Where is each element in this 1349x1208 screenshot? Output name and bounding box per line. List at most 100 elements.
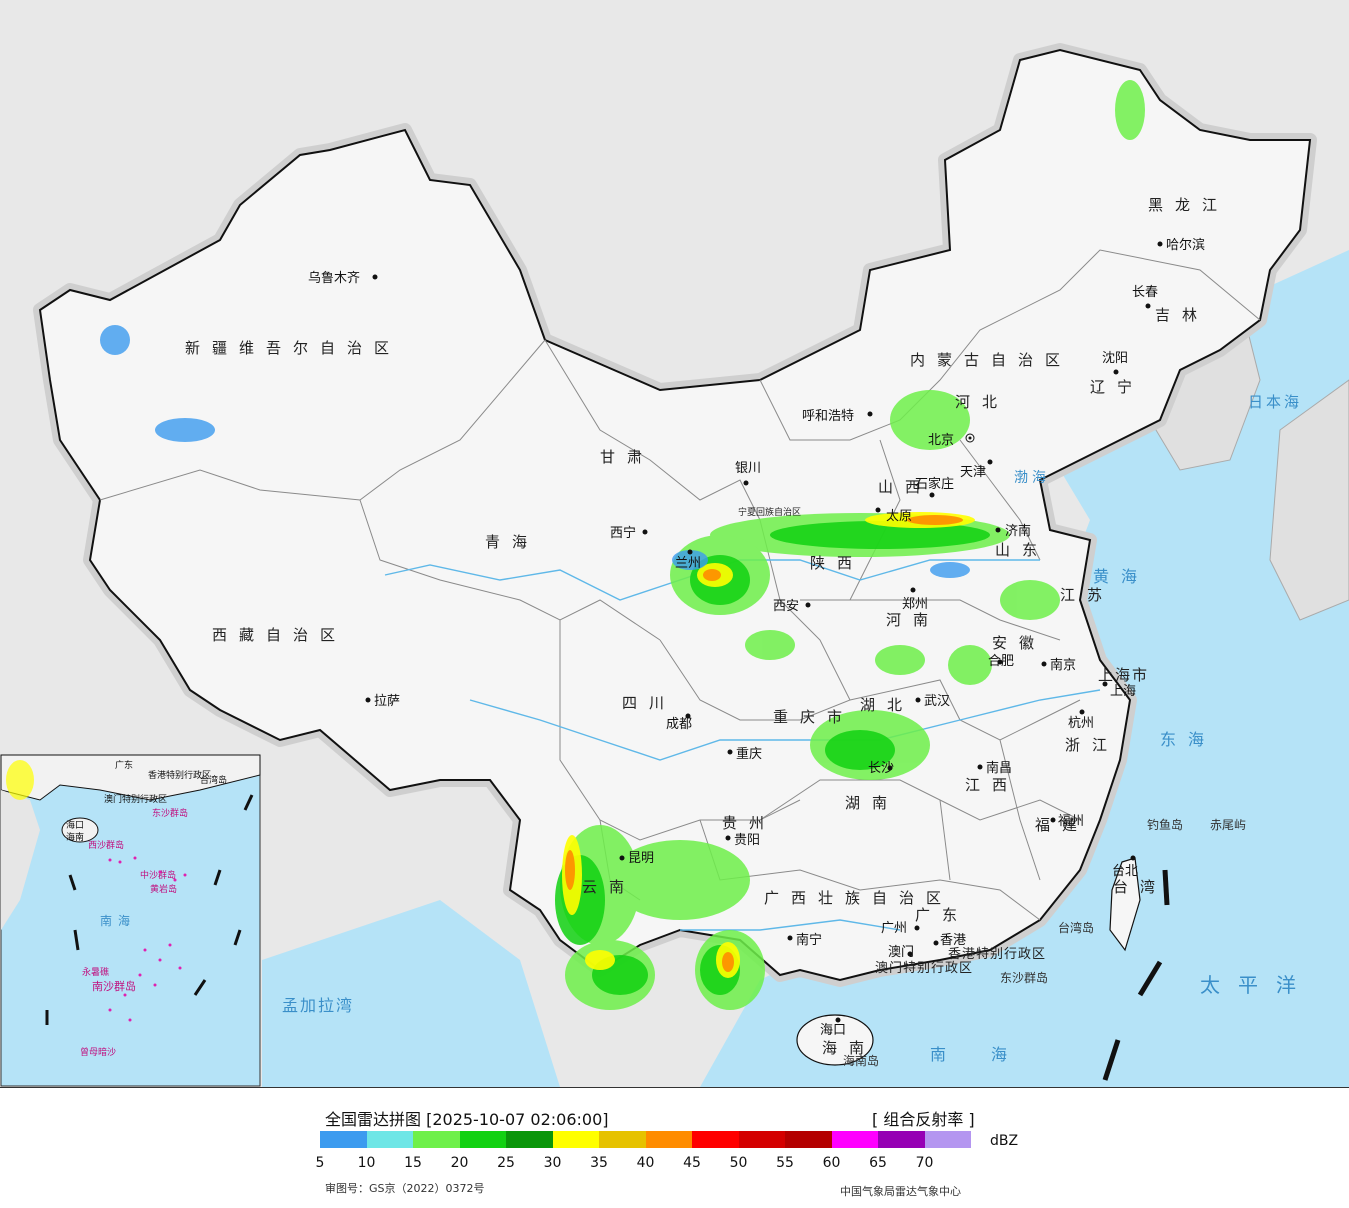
city-hohhot: 呼和浩特 (802, 409, 873, 424)
scale-tick-label: 5 (315, 1155, 325, 1171)
scale-tick-label: 20 (450, 1155, 469, 1171)
city-nanchang: 南昌 (977, 760, 1012, 776)
label-hunan: 湖南 (845, 794, 899, 812)
label-bay-of-bengal: 孟加拉湾 (282, 996, 354, 1015)
label-qinghai: 青海 (485, 533, 539, 551)
svg-text:哈尔滨: 哈尔滨 (1166, 237, 1205, 253)
svg-text:南京: 南京 (1050, 657, 1076, 673)
city-changchun: 长春 (1132, 285, 1158, 309)
city-lanzhou: 兰州 (675, 549, 701, 571)
city-xian: 西安 (773, 599, 811, 614)
svg-text:昆明: 昆明 (628, 851, 654, 866)
scale-tick-label: 15 (404, 1155, 422, 1171)
label-taiwan: 台湾 (1113, 878, 1167, 896)
label-sea-bohai: 渤海 (1014, 470, 1050, 486)
scale-swatch (785, 1131, 832, 1148)
review-number: 审图号：GS京（2022）0372号 (325, 1182, 485, 1195)
svg-text:澳门: 澳门 (888, 944, 914, 960)
city-kunming: 昆明 (619, 851, 654, 866)
hainan-island (796, 1014, 874, 1066)
label-hainan-island: 海南岛 (843, 1053, 879, 1068)
city-urumqi: 乌鲁木齐 (308, 270, 378, 286)
scale-swatch (320, 1131, 367, 1148)
label-anhui: 安徽 (992, 634, 1046, 652)
label-dongsha: 东沙群岛 (1000, 970, 1048, 985)
scale-tick-label: 30 (543, 1155, 562, 1171)
label-sea-yellow: 黄海 (1093, 567, 1149, 586)
city-hefei: 合肥 (988, 654, 1014, 669)
svg-text:香港特别行政区: 香港特别行政区 (148, 769, 211, 781)
city-harbin: 哈尔滨 (1157, 237, 1205, 253)
svg-text:西安: 西安 (773, 599, 799, 614)
label-neimenggu: 内蒙古自治区 (910, 351, 1072, 369)
scale-swatch (878, 1131, 925, 1148)
inset-islands (108, 856, 187, 1022)
label-guangxi: 广西壮族自治区 (764, 889, 953, 907)
svg-text:成都: 成都 (666, 717, 692, 732)
city-wuhan: 武汉 (915, 694, 950, 709)
maritime-line-segments (1102, 869, 1170, 1081)
svg-text:黄岩岛: 黄岩岛 (150, 883, 177, 895)
svg-text:东沙群岛: 东沙群岛 (152, 807, 188, 819)
city-haikou: 海口 (820, 1017, 846, 1038)
svg-text:曾母暗沙: 曾母暗沙 (80, 1046, 116, 1058)
svg-text:南沙群岛: 南沙群岛 (92, 979, 136, 993)
label-sea-japan: 日本海 (1248, 393, 1302, 411)
label-ningxia: 宁夏回族自治区 (738, 506, 801, 518)
svg-text:南昌: 南昌 (986, 760, 1012, 776)
svg-text:广东: 广东 (115, 759, 133, 771)
scale-swatch (645, 1131, 692, 1148)
scale-swatch (924, 1131, 971, 1148)
city-tianjin: 天津 (960, 459, 993, 480)
japan-land (1269, 379, 1349, 621)
svg-text:天津: 天津 (960, 465, 986, 480)
label-sichuan: 四川 (622, 694, 676, 712)
city-labels: 乌鲁木齐 拉萨 西宁 兰州 银川 呼和浩特 北京 天津 石家庄 太原 济南 西安… (308, 237, 1205, 1038)
label-diaoyudao: 钓鱼岛 (1147, 817, 1183, 832)
city-shanghai: 上海 (1102, 681, 1136, 699)
city-macao: 澳门 (888, 944, 914, 960)
scale-swatch (459, 1131, 506, 1148)
label-hebei: 河北 (955, 393, 1009, 411)
city-zhengzhou: 郑州 (902, 587, 928, 612)
scale-tick-label: 10 (357, 1155, 376, 1171)
svg-text:沈阳: 沈阳 (1102, 351, 1128, 366)
inset-labels: 海口 海南 西沙群岛 中沙群岛 黄岩岛 南海 永暑礁 南沙群岛 曾母暗沙 广东 … (66, 759, 227, 1058)
city-guiyang: 贵阳 (725, 833, 760, 848)
label-sea-south: 南海 (930, 1045, 1052, 1064)
label-gansu: 甘肃 (600, 448, 654, 466)
svg-text:台湾岛: 台湾岛 (200, 774, 227, 786)
label-xinjiang: 新疆维吾尔自治区 (185, 339, 401, 357)
label-taiwan-island: 台湾岛 (1058, 920, 1094, 935)
label-chiweiyu: 赤尾屿 (1210, 818, 1246, 832)
label-pacific: 太平洋 (1200, 973, 1314, 997)
label-chongqing: 重庆市 (773, 708, 854, 726)
svg-text:香港: 香港 (940, 933, 966, 948)
label-jilin: 吉林 (1155, 306, 1209, 324)
svg-text:福州: 福州 (1058, 814, 1084, 829)
svg-text:中沙群岛: 中沙群岛 (140, 869, 176, 881)
legend-title: 全国雷达拼图 [2025-10-07 02:06:00] (325, 1110, 609, 1129)
scale-tick-label: 65 (869, 1155, 887, 1171)
label-fujian: 福建 (1035, 816, 1089, 834)
svg-text:澳门特别行政区: 澳门特别行政区 (104, 793, 167, 805)
svg-text:长春: 长春 (1132, 285, 1158, 300)
scale-tick-label: 45 (683, 1155, 701, 1171)
svg-text:石家庄: 石家庄 (915, 476, 954, 492)
label-heilongjiang: 黑龙江 (1148, 196, 1229, 214)
unit-label: dBZ (990, 1133, 1019, 1149)
svg-text:西沙群岛: 西沙群岛 (88, 839, 124, 851)
scale-swatch (599, 1131, 646, 1148)
svg-text:太原: 太原 (886, 509, 912, 524)
scale-swatch (366, 1131, 413, 1148)
province-labels: 新疆维吾尔自治区 西藏自治区 青海 甘肃 内蒙古自治区 黑龙江 吉林 辽宁 河北… (185, 196, 1229, 1057)
city-guangzhou: 广州 (881, 921, 920, 936)
svg-text:南海: 南海 (100, 913, 136, 928)
legend-panel: 全国雷达拼图 [2025-10-07 02:06:00] [ 组合反射率 ] 5… (0, 1088, 1349, 1208)
scale-tick-label: 40 (636, 1155, 655, 1171)
svg-text:重庆: 重庆 (736, 746, 762, 762)
scale-tick-label: 70 (915, 1155, 934, 1171)
svg-text:永暑礁: 永暑礁 (82, 966, 109, 978)
svg-text:上海: 上海 (1110, 684, 1136, 699)
label-hongkong: 香港特别行政区 (948, 947, 1046, 962)
